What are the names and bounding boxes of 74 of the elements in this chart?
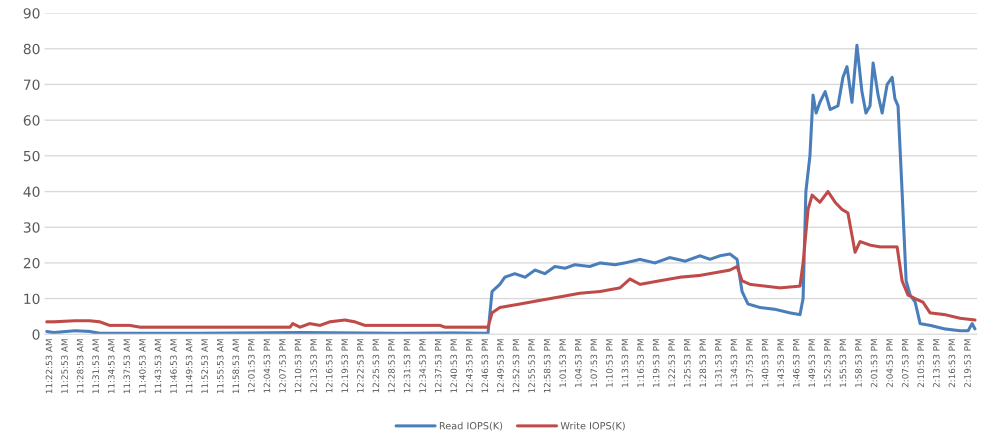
x-tick-label: 11:55:53 AM bbox=[216, 339, 224, 394]
x-tick-label: 12:58:53 PM bbox=[544, 339, 550, 392]
x-tick-label: 11:52:53 AM bbox=[201, 339, 208, 394]
x-tick-label: 1:52:53 PM bbox=[824, 339, 831, 387]
x-tick-label: 1:58:53 PM bbox=[855, 339, 862, 387]
x-tick-label: 1:49:53 PM bbox=[808, 339, 816, 387]
x-tick-label: 11:31:53 AM bbox=[92, 339, 99, 394]
x-tick-label: 12:52:53 PM bbox=[512, 339, 520, 392]
x-tick-label: 11:28:53 AM bbox=[76, 339, 84, 394]
x-tick-label: 1:19:53 PM bbox=[652, 339, 660, 387]
x-tick-label: 1:25:53 PM bbox=[684, 339, 691, 387]
x-tick-label: 1:04:53 PM bbox=[574, 339, 582, 387]
x-tick-label: 1:22:53 PM bbox=[668, 339, 675, 387]
y-tick-label: 90 bbox=[24, 8, 40, 19]
x-tick-label: 12:55:53 PM bbox=[528, 339, 535, 392]
x-tick-label: 1:40:53 PM bbox=[762, 339, 768, 387]
x-tick-label: 11:34:53 AM bbox=[108, 339, 115, 394]
y-tick-label: 50 bbox=[24, 150, 40, 162]
legend-label: Write IOPS(K) bbox=[560, 422, 625, 431]
x-tick-label: 2:10:53 PM bbox=[917, 339, 924, 388]
x-tick-label: 1:10:53 PM bbox=[606, 339, 613, 387]
legend-label: Read IOPS(K) bbox=[440, 422, 502, 431]
x-tick-label: 2:04:53 PM bbox=[886, 339, 893, 388]
x-tick-label: 2:07:53 PM bbox=[902, 339, 908, 388]
x-tick-label: 12:31:53 PM bbox=[404, 339, 410, 392]
y-tick-label: 80 bbox=[24, 44, 40, 54]
y-tick-label: 20 bbox=[24, 258, 40, 268]
x-tick-label: 1:16:53 PM bbox=[637, 339, 644, 387]
x-tick-label: 1:01:53 PM bbox=[559, 339, 566, 387]
y-tick-label: 30 bbox=[24, 222, 40, 233]
x-tick-label: 12:01:53 PM bbox=[248, 339, 255, 392]
x-tick-label: 1:13:53 PM bbox=[622, 339, 628, 387]
x-tick-label: 12:07:53 PM bbox=[279, 339, 286, 392]
x-tick-label: 12:19:53 PM bbox=[341, 339, 348, 392]
y-tick-label: 40 bbox=[23, 186, 40, 198]
x-tick-label: 12:13:53 PM bbox=[310, 339, 317, 392]
x-tick-label: 1:31:53 PM bbox=[715, 339, 722, 387]
y-tick-label: 70 bbox=[24, 79, 40, 90]
x-tick-label: 12:28:53 PM bbox=[388, 339, 395, 392]
x-tick-label: 2:16:53 PM bbox=[948, 339, 956, 388]
x-tick-label: 12:43:53 PM bbox=[466, 339, 473, 392]
x-tick-label: 1:34:53 PM bbox=[730, 339, 738, 387]
x-tick-label: 1:43:53 PM bbox=[777, 339, 784, 387]
x-tick-label: 11:37:53 AM bbox=[124, 339, 130, 394]
x-tick-label: 1:46:53 PM bbox=[792, 339, 800, 387]
y-tick-label: 0 bbox=[32, 329, 40, 340]
x-tick-label: 12:46:53 PM bbox=[482, 339, 488, 392]
x-tick-label: 11:25:53 AM bbox=[61, 339, 68, 394]
x-tick-label: 2:01:53 PM bbox=[870, 339, 878, 388]
x-tick-label: 12:22:53 PM bbox=[357, 339, 364, 392]
x-tick-label: 12:16:53 PM bbox=[326, 339, 332, 392]
x-tick-label: 12:04:53 PM bbox=[264, 339, 270, 392]
x-tick-label: 2:19:53 PM bbox=[964, 339, 971, 388]
x-tick-label: 2:13:53 PM bbox=[933, 339, 940, 388]
x-tick-label: 11:22:53 AM bbox=[46, 339, 52, 394]
x-tick-label: 1:07:53 PM bbox=[590, 339, 598, 387]
x-tick-label: 11:49:53 AM bbox=[186, 339, 192, 394]
x-tick-label: 1:55:53 PM bbox=[840, 339, 846, 387]
x-tick-label: 12:34:53 PM bbox=[419, 339, 426, 392]
x-tick-label: 11:58:53 AM bbox=[232, 339, 240, 394]
y-tick-label: 10 bbox=[24, 294, 40, 304]
line-series bbox=[45, 190, 976, 329]
x-tick-label: 12:37:53 PM bbox=[434, 339, 442, 392]
x-tick-label: 12:10:53 PM bbox=[294, 339, 302, 392]
x-tick-label: 12:40:53 PM bbox=[450, 339, 458, 392]
x-tick-label: 1:28:53 PM bbox=[699, 339, 706, 387]
x-tick-label: 12:49:53 PM bbox=[497, 339, 504, 392]
y-tick-label: 60 bbox=[24, 115, 40, 126]
x-tick-label: 11:43:53 AM bbox=[154, 339, 162, 394]
line-series bbox=[45, 44, 976, 334]
x-tick-label: 1:37:53 PM bbox=[746, 339, 753, 387]
x-tick-label: 11:40:53 AM bbox=[139, 339, 146, 394]
x-tick-label: 11:46:53 AM bbox=[170, 339, 177, 394]
x-tick-label: 12:25:53 PM bbox=[372, 339, 380, 392]
